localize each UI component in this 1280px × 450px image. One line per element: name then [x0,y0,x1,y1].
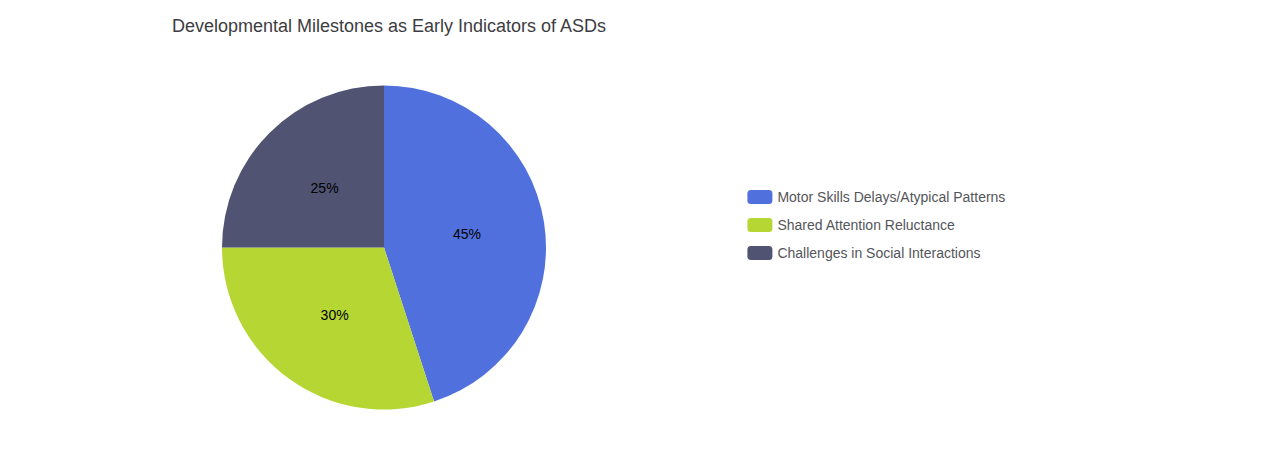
svg-text:Developmental Milestones as Ea: Developmental Milestones as Early Indica… [172,16,606,36]
svg-text:Motor Skills Delays/Atypical P: Motor Skills Delays/Atypical Patterns [777,189,1005,205]
svg-text:Shared Attention Reluctance: Shared Attention Reluctance [777,217,955,233]
svg-text:30%: 30% [321,307,349,323]
svg-text:45%: 45% [453,226,481,242]
svg-text:25%: 25% [311,180,339,196]
svg-text:Challenges in Social Interacti: Challenges in Social Interactions [777,245,980,261]
